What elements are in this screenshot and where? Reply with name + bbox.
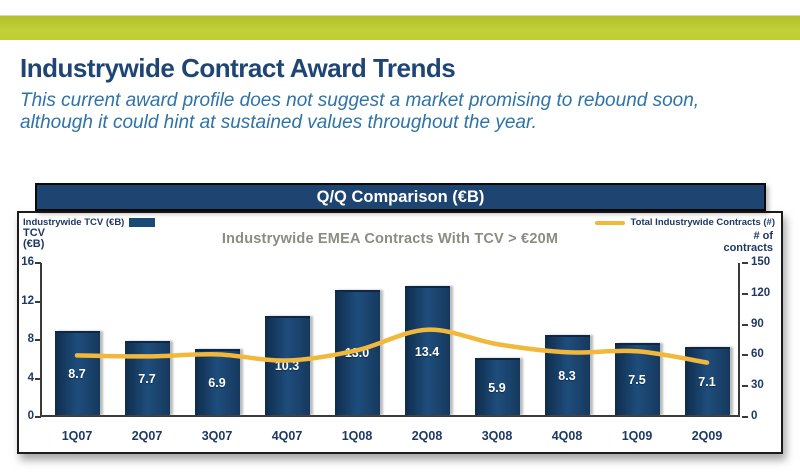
bar-value-label: 7.5 xyxy=(628,372,646,387)
tcv-bar xyxy=(404,286,450,415)
right-axis-tick-label: 150 xyxy=(751,256,771,268)
bar-legend-swatch-icon xyxy=(129,218,156,227)
right-axis-tick-label: 30 xyxy=(751,379,764,392)
left-axis-title: TCV (€B) xyxy=(23,228,45,250)
x-axis-label: 1Q08 xyxy=(341,429,373,443)
tcv-bar xyxy=(474,358,520,415)
bar-value-label: 10.3 xyxy=(274,359,300,374)
left-axis-tick-mark xyxy=(35,377,41,380)
left-axis-tick-mark xyxy=(35,300,41,303)
line-legend-swatch-icon xyxy=(594,220,625,225)
right-axis-title-line-1: # of xyxy=(753,230,773,242)
x-axis-label: 2Q09 xyxy=(691,429,723,443)
bar-value-label: 7.1 xyxy=(698,374,716,389)
slide-title: Industrywide Contract Award Trends xyxy=(20,53,456,83)
right-axis-tick-mark xyxy=(742,292,748,295)
green-accent-bar xyxy=(0,15,800,40)
tcv-bar xyxy=(194,348,240,415)
chart-panel: Industrywide TCV (€B) Total Industrywide… xyxy=(17,211,783,454)
right-axis-tick-label: 90 xyxy=(751,317,764,330)
right-axis-tick-mark xyxy=(742,323,748,326)
right-axis-title: # of contracts xyxy=(723,230,773,254)
bar-value-label: 7.7 xyxy=(138,371,156,386)
right-axis-title-line-2: contracts xyxy=(723,242,773,254)
x-axis-label: 4Q07 xyxy=(271,429,303,443)
left-axis-title-line-1: TCV xyxy=(23,227,45,239)
x-axis-label: 1Q09 xyxy=(621,429,653,443)
left-axis-tick-label: 12 xyxy=(21,294,34,307)
bar-value-label: 6.9 xyxy=(208,375,226,390)
bar-value-label: 5.9 xyxy=(488,380,506,395)
x-axis-label: 4Q08 xyxy=(551,429,583,443)
right-axis-tick-label: 120 xyxy=(751,286,771,299)
bar-value-label: 8.7 xyxy=(68,367,86,382)
left-axis-tick-label: 8 xyxy=(27,333,34,345)
left-axis-tick-mark xyxy=(35,416,41,418)
tcv-bar xyxy=(544,335,590,415)
bar-legend-label: Industrywide TCV (€B) xyxy=(23,217,125,228)
slide-subtitle: This current award profile does not sugg… xyxy=(20,90,699,134)
left-axis-title-line-2: (€B) xyxy=(23,238,45,250)
chart-header-bar: Q/Q Comparison (€B) xyxy=(35,183,766,211)
tcv-bar xyxy=(54,331,100,415)
x-axis-label: 3Q08 xyxy=(481,429,513,443)
contracts-line-path xyxy=(74,327,710,365)
slide-subtitle-line-2: although it could hint at sustained valu… xyxy=(20,112,537,133)
left-axis-tick-mark xyxy=(35,339,41,341)
plot-area: 16 12 8 4 0 150 120 90 60 30 0 8.7 1Q07 7.7 2Q07 6.9 3Q0… xyxy=(21,256,770,443)
slide-subtitle-line-1: This current award profile does not sugg… xyxy=(20,90,700,111)
x-axis-label: 2Q08 xyxy=(411,429,443,443)
left-axis-tick-label: 0 xyxy=(27,410,34,422)
right-axis-tick-mark xyxy=(742,262,748,264)
tcv-bar xyxy=(264,315,310,415)
tcv-bar xyxy=(124,340,170,415)
bar-value-label: 8.3 xyxy=(558,369,576,384)
line-series-legend: Total Industrywide Contracts (#) xyxy=(594,217,775,228)
left-axis-tick-label: 16 xyxy=(21,256,34,268)
right-axis-tick-mark xyxy=(742,354,748,357)
right-axis-tick-label: 60 xyxy=(751,348,764,361)
left-axis-tick-label: 4 xyxy=(27,371,34,384)
bar-value-label: 13.4 xyxy=(414,344,440,359)
bar-series-legend: Industrywide TCV (€B) xyxy=(23,217,156,228)
right-axis-tick-label: 0 xyxy=(751,410,758,422)
x-axis-label: 3Q07 xyxy=(201,429,233,443)
x-axis-label: 2Q07 xyxy=(131,429,163,443)
line-legend-label: Total Industrywide Contracts (#) xyxy=(630,217,775,228)
right-axis-tick-mark xyxy=(742,385,748,388)
contracts-line xyxy=(74,327,710,365)
left-axis-tick-mark xyxy=(35,262,41,264)
chart-title: Industrywide EMEA Contracts With TCV > €… xyxy=(221,231,559,247)
chart-header-title: Q/Q Comparison (€B) xyxy=(316,188,485,206)
x-axis-label: 1Q07 xyxy=(61,429,93,443)
right-axis-tick-mark xyxy=(742,416,748,418)
